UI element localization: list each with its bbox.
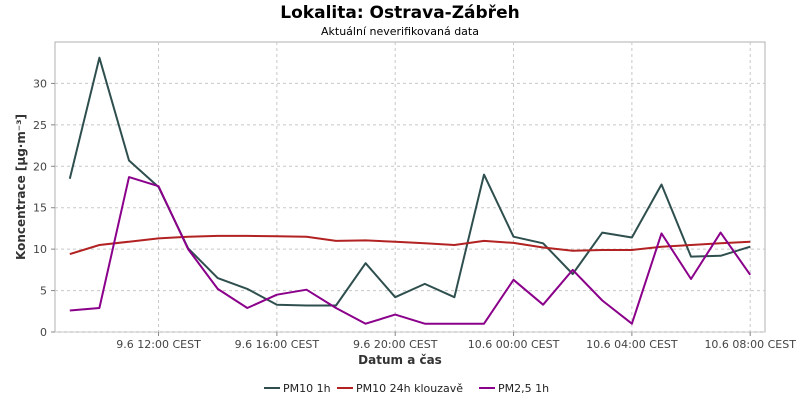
series-lines [68,56,752,325]
legend-label: PM10 24h klouzavě [356,382,463,395]
legend-label: PM2,5 1h [498,382,549,395]
y-axis-ticks: 0 5 10 15 20 25 30 [33,77,55,339]
x-axis-ticks: 9.6 12:00 CEST 9.6 16:00 CEST 9.6 20:00 CE… [116,332,796,351]
x-tick-label: 9.6 20:00 CEST [353,338,438,351]
y-tick-label: 30 [33,77,47,90]
y-tick-label: 10 [33,243,47,256]
y-tick-label: 0 [40,326,47,339]
x-tick-label: 9.6 16:00 CEST [235,338,320,351]
y-tick-label: 20 [33,160,47,173]
series-line-2 [69,176,752,325]
legend-item-2: PM2,5 1h [479,382,549,395]
chart-title: Lokalita: Ostrava-Zábřeh [280,3,519,23]
legend-item-1: PM10 24h klouzavě [337,382,463,395]
legend-item-0: PM10 1h [264,382,331,395]
x-tick-label: 10.6 00:00 CEST [468,338,560,351]
x-tick-label: 10.6 08:00 CEST [704,338,796,351]
x-tick-label: 9.6 12:00 CEST [116,338,201,351]
x-axis-label: Datum a čas [358,353,442,367]
y-axis-label: Koncentrace [µg·m⁻³] [14,114,28,260]
legend: PM10 1h PM10 24h klouzavě PM2,5 1h [264,382,549,395]
y-tick-label: 5 [40,285,47,298]
y-tick-label: 25 [33,119,47,132]
chart-subtitle: Aktuální neverifikovaná data [321,25,479,38]
plot-area [54,41,766,333]
x-tick-label: 10.6 04:00 CEST [586,338,678,351]
legend-label: PM10 1h [283,382,331,395]
y-tick-label: 15 [33,202,47,215]
